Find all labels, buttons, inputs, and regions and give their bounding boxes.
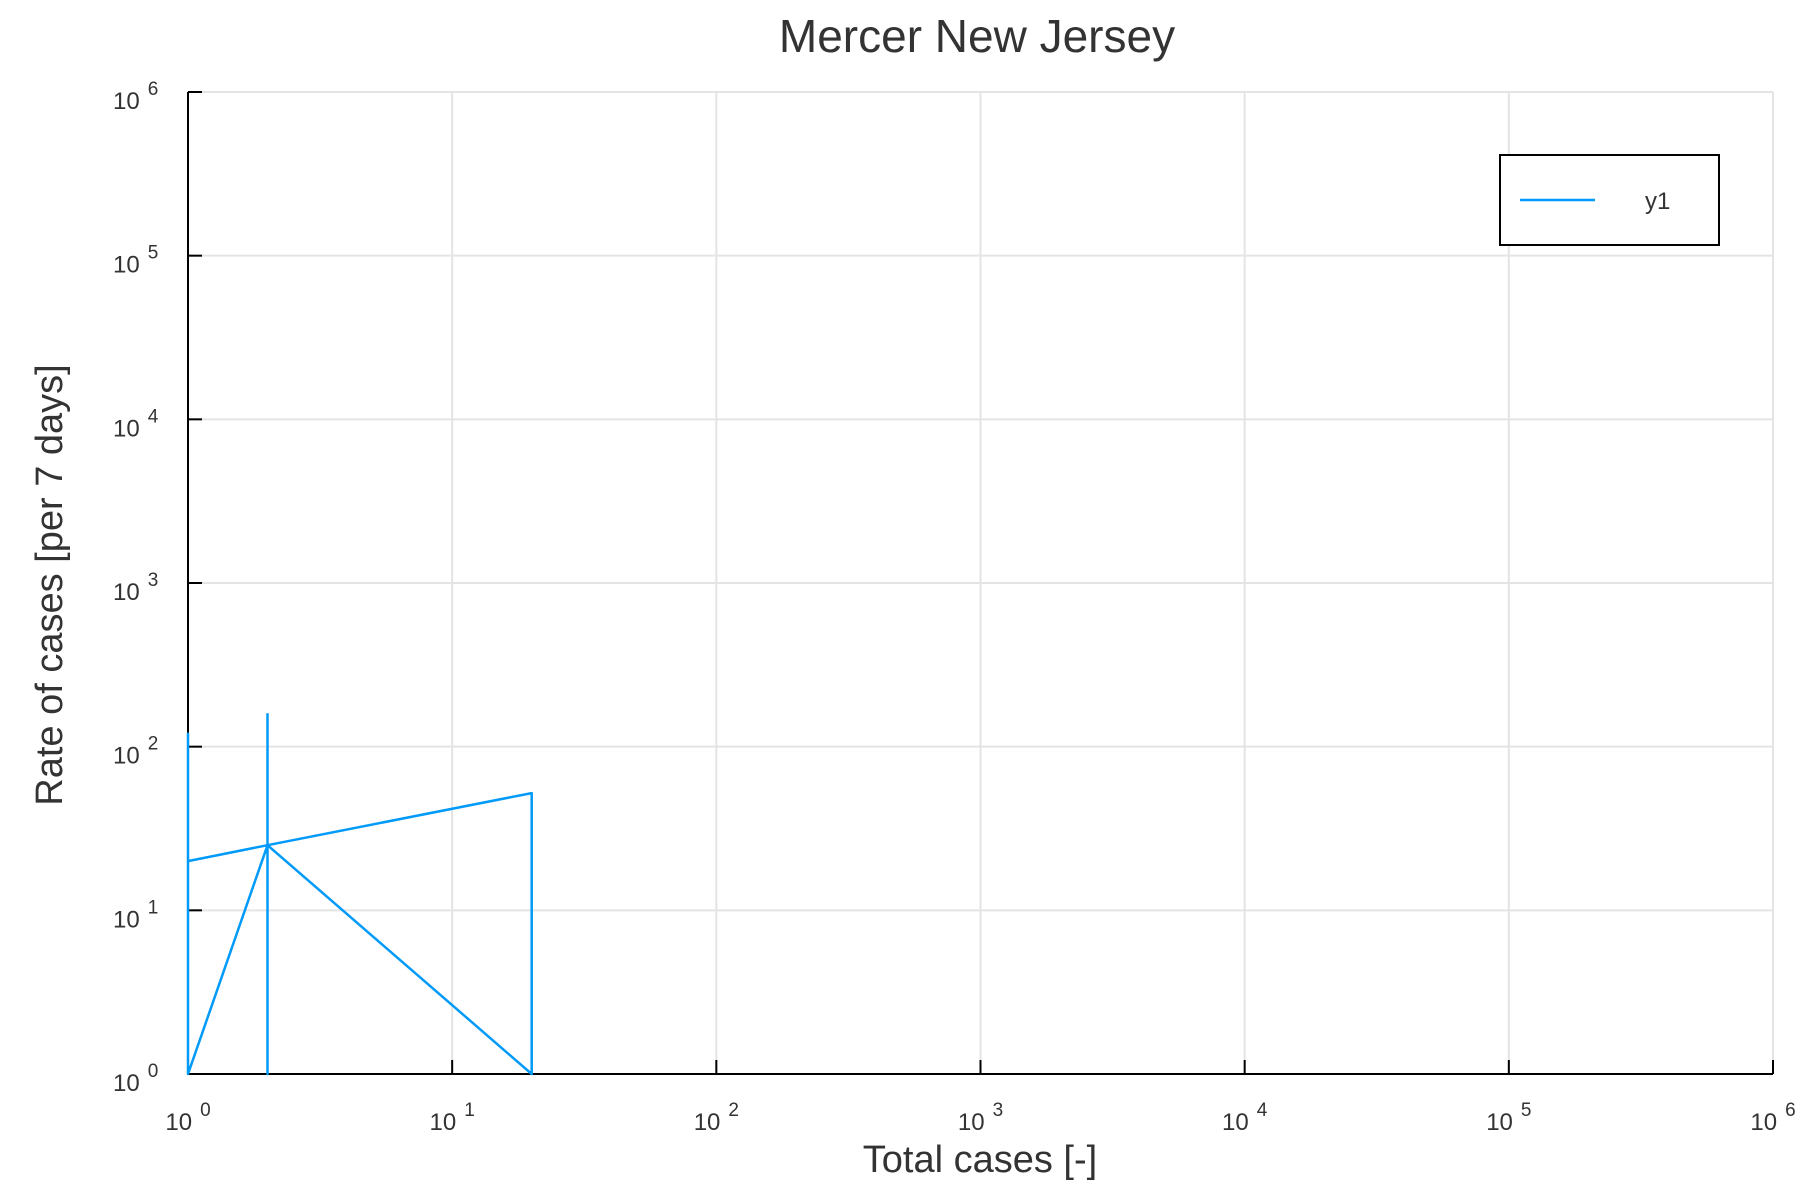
x-tick-exponent: 1 — [464, 1100, 475, 1121]
y-tick-label: 10 6 — [113, 79, 158, 115]
x-tick-exponent: 4 — [1257, 1100, 1268, 1121]
y-tick-base: 10 — [113, 1070, 140, 1097]
x-tick-label: 10 1 — [430, 1100, 475, 1136]
grid-lines — [187, 91, 1774, 1075]
y-tick-exponent: 1 — [148, 897, 159, 918]
legend: y1 — [1499, 154, 1720, 246]
chart-title: Mercer New Jersey — [779, 10, 1175, 62]
y-tick-label: 10 0 — [113, 1061, 158, 1097]
x-tick-base: 10 — [694, 1109, 721, 1136]
y-tick-base: 10 — [113, 415, 140, 442]
x-tick-base: 10 — [1750, 1109, 1777, 1136]
x-tick-label: 10 4 — [1222, 1100, 1268, 1136]
y-tick-base: 10 — [113, 88, 140, 115]
y-ticks: 10 0 10 1 10 2 10 3 10 4 10 5 10 6 — [113, 79, 202, 1097]
x-tick-base: 10 — [1222, 1109, 1249, 1136]
x-axis-label: Total cases [-] — [863, 1139, 1097, 1181]
y-tick-label: 10 3 — [113, 570, 158, 606]
x-tick-exponent: 6 — [1785, 1100, 1796, 1121]
x-tick-exponent: 3 — [993, 1100, 1004, 1121]
y-tick-exponent: 5 — [148, 243, 159, 264]
y-tick-label: 10 2 — [113, 734, 158, 770]
x-tick-label: 10 6 — [1750, 1100, 1795, 1136]
x-tick-exponent: 0 — [200, 1100, 211, 1121]
y-tick-base: 10 — [113, 743, 140, 770]
x-ticks: 10 0 10 1 10 2 10 3 10 4 10 5 10 6 — [165, 1060, 1796, 1136]
y-tick-base: 10 — [113, 252, 140, 279]
x-tick-exponent: 5 — [1521, 1100, 1532, 1121]
y-tick-exponent: 2 — [148, 734, 159, 755]
x-tick-exponent: 2 — [728, 1100, 739, 1121]
series-line-y1 — [186, 713, 533, 1076]
series-layer — [186, 713, 533, 1076]
y-tick-base: 10 — [113, 906, 140, 933]
y-tick-label: 10 1 — [113, 897, 158, 933]
y-tick-label: 10 4 — [113, 406, 159, 442]
y-tick-exponent: 4 — [148, 406, 159, 427]
x-tick-label: 10 3 — [958, 1100, 1003, 1136]
y-tick-label: 10 5 — [113, 243, 158, 279]
x-tick-label: 10 0 — [165, 1100, 210, 1136]
x-tick-base: 10 — [165, 1109, 192, 1136]
x-tick-base: 10 — [430, 1109, 457, 1136]
y-axis-label: Rate of cases [per 7 days] — [29, 364, 71, 805]
x-tick-label: 10 5 — [1486, 1100, 1531, 1136]
y-tick-exponent: 0 — [148, 1061, 159, 1082]
x-tick-label: 10 2 — [694, 1100, 739, 1136]
y-tick-base: 10 — [113, 579, 140, 606]
y-tick-exponent: 6 — [148, 79, 159, 100]
x-tick-base: 10 — [958, 1109, 985, 1136]
x-tick-base: 10 — [1486, 1109, 1513, 1136]
y-tick-exponent: 3 — [148, 570, 159, 591]
legend-label-y1: y1 — [1645, 188, 1670, 215]
